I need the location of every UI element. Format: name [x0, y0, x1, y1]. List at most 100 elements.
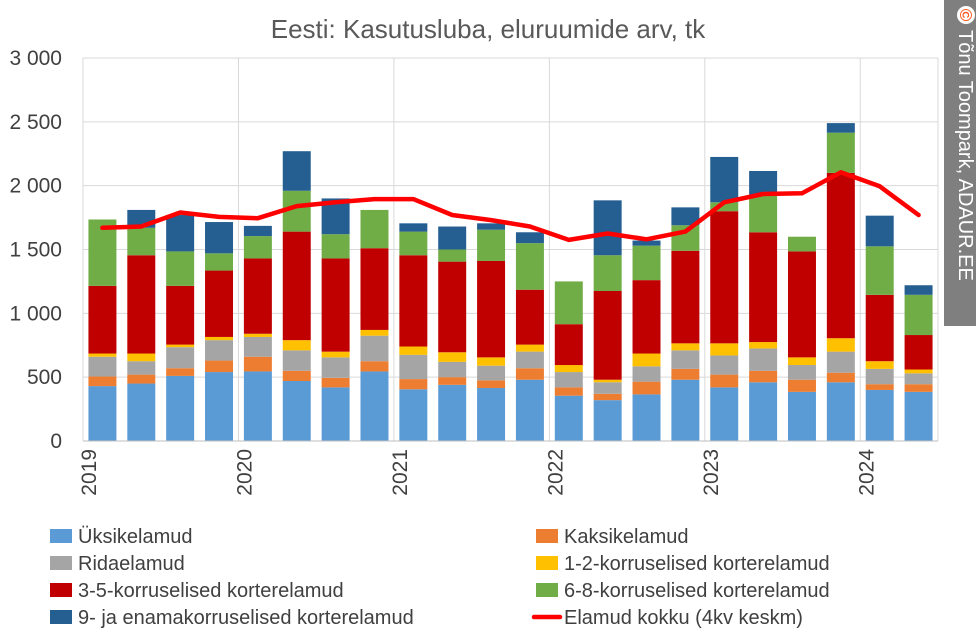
bar-segment [749, 232, 778, 343]
bar-segment [88, 353, 117, 357]
bar-segment [904, 294, 933, 336]
bar-segment [826, 123, 855, 133]
bar-segment [243, 236, 272, 259]
x-tick-label: 2021 [389, 449, 412, 496]
bar-segment [671, 368, 700, 380]
bar-segment [399, 346, 428, 355]
bar-segment [205, 340, 234, 361]
bar-segment [399, 231, 428, 256]
bar-segment [360, 371, 389, 441]
bar-segment [865, 246, 894, 295]
bar-segment [360, 248, 389, 330]
legend-label: 1-2-korruselised korterelamud [564, 553, 830, 575]
bar-segment [593, 200, 622, 256]
bar-segment [360, 361, 389, 372]
bar-segment [477, 388, 506, 441]
y-axis: 0 500 1 000 1 500 2 000 2 500 3 000 [9, 47, 62, 453]
bar-segment [749, 170, 778, 196]
bar-segment [399, 255, 428, 347]
x-tick-label: 2020 [233, 449, 256, 496]
bar-segment [166, 251, 195, 286]
bar-segment [243, 333, 272, 337]
legend-label: Elamud kokku (4kv keskm) [564, 607, 803, 629]
bar-segment [515, 232, 544, 244]
bar-segment [554, 372, 583, 388]
bar-segment [477, 357, 506, 366]
bar-segment [671, 379, 700, 441]
bar-segment [282, 340, 311, 351]
legend: Üksikelamud Kaksikelamud Ridaelamud 1-2-kor… [50, 526, 830, 629]
x-tick-label: 2019 [78, 449, 101, 496]
bar-segment [515, 289, 544, 345]
x-tick-label: 2023 [700, 449, 723, 496]
bar-segment [166, 215, 195, 252]
bar-segment [243, 225, 272, 237]
bar-segment [904, 285, 933, 295]
bar-segment [127, 255, 156, 354]
bar-segment [632, 245, 661, 281]
total-line [100, 170, 921, 243]
bar-segment [826, 382, 855, 441]
y-tick-label: 1 500 [9, 239, 62, 262]
bar-segment [554, 324, 583, 366]
bar-segment [632, 381, 661, 395]
bar-segment [710, 156, 739, 203]
bar-segment [749, 348, 778, 371]
bar-segment [787, 251, 816, 358]
y-tick-label: 0 [50, 430, 62, 453]
bar-segment [282, 231, 311, 341]
bar-segment [438, 377, 467, 385]
bar-segment [826, 172, 855, 339]
y-tick-label: 1 000 [9, 302, 62, 325]
bar-segment [632, 240, 661, 246]
bar-segment [243, 356, 272, 372]
bar-segment [826, 351, 855, 373]
legend-label: 9- ja enamakorruselised korterelamud [78, 607, 414, 629]
bar-segment [826, 372, 855, 383]
bar-segment [166, 285, 195, 345]
bar-segment [88, 376, 117, 387]
bar-segment [671, 207, 700, 226]
bar-segment [360, 329, 389, 336]
bar-segment [593, 290, 622, 380]
bar-segment [710, 387, 739, 441]
bar-segment [515, 368, 544, 380]
bar-segment [632, 394, 661, 441]
x-tick-label: 2022 [544, 449, 567, 496]
bar-segment [515, 243, 544, 290]
bar-segment [321, 377, 350, 388]
bar-segment [749, 342, 778, 349]
bar-segment [205, 222, 234, 254]
bar-segment [904, 369, 933, 374]
bar-segment [515, 351, 544, 369]
bar-segment [865, 215, 894, 247]
total-line-series [100, 170, 921, 243]
bar-segment [710, 374, 739, 388]
bar-segment [749, 382, 778, 441]
bar-segment [127, 353, 156, 362]
bar-segment [749, 195, 778, 233]
bar-segment [710, 343, 739, 356]
bar-segment [593, 393, 622, 401]
bar-segment [904, 335, 933, 370]
bar-segment [904, 384, 933, 392]
bar-segment [515, 379, 544, 441]
legend-label: Ridaelamud [78, 553, 185, 575]
bar-segment [399, 379, 428, 390]
bar-segment [282, 380, 311, 441]
bar-segment [826, 338, 855, 352]
bar-segment [205, 270, 234, 337]
copyright-circle [957, 6, 975, 24]
y-tick-label: 2 000 [9, 175, 62, 198]
bar-segment [438, 261, 467, 353]
bar-segment [515, 344, 544, 352]
bar-segment [904, 373, 933, 385]
copyright-text: Tõnu Toompark, ADAUR.EE [954, 30, 976, 281]
bar-segment [438, 384, 467, 441]
bar-segment [477, 365, 506, 381]
bar-segment [787, 236, 816, 252]
y-tick-label: 2 500 [9, 111, 62, 134]
bar-segment [88, 386, 117, 441]
legend-label: Üksikelamud [78, 526, 192, 548]
